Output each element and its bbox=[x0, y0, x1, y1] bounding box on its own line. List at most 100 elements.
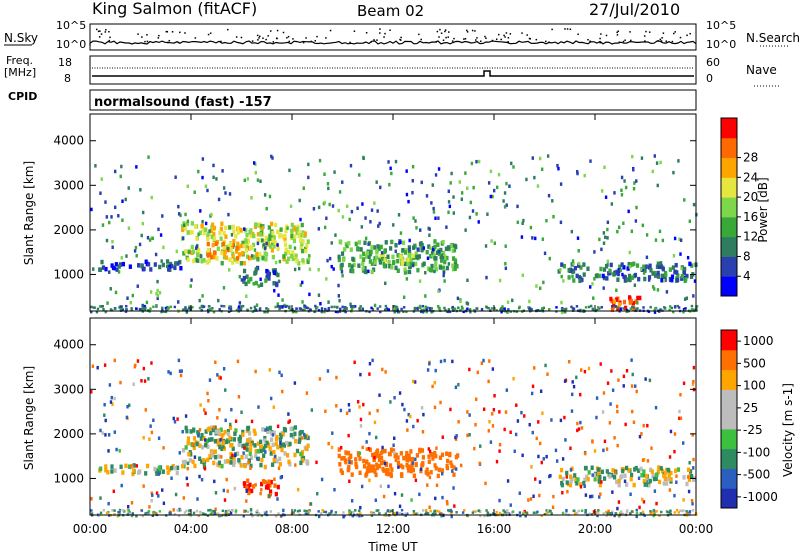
heatmap-cell bbox=[384, 370, 387, 374]
heatmap-cell bbox=[638, 505, 641, 510]
heatmap-cell bbox=[458, 180, 461, 184]
heatmap-cell bbox=[690, 263, 694, 268]
heatmap-cell bbox=[269, 492, 273, 497]
heatmap-cell bbox=[648, 483, 651, 488]
heatmap-cell bbox=[256, 514, 260, 517]
heatmap-cell bbox=[641, 510, 645, 514]
heatmap-cell bbox=[104, 200, 107, 204]
heatmap-cell bbox=[179, 213, 182, 218]
heatmap-cell bbox=[635, 514, 638, 519]
heatmap-cell bbox=[606, 259, 610, 264]
heatmap-cell bbox=[428, 233, 431, 237]
heatmap-cell bbox=[564, 512, 567, 516]
ytick-label: 1000 bbox=[53, 471, 84, 485]
heatmap-cell bbox=[115, 267, 119, 272]
heatmap-cell bbox=[234, 428, 238, 433]
heatmap-cell bbox=[622, 265, 626, 270]
heatmap-cell bbox=[216, 512, 220, 515]
heatmap-cell bbox=[570, 229, 574, 234]
heatmap-cell bbox=[229, 443, 233, 448]
heatmap-cell bbox=[446, 502, 449, 506]
heatmap-cell bbox=[201, 227, 205, 232]
heatmap-cell bbox=[605, 447, 609, 451]
heatmap-cell bbox=[207, 426, 211, 432]
heatmap-cell bbox=[380, 449, 385, 454]
heatmap-cell bbox=[219, 438, 222, 442]
heatmap-cell bbox=[633, 283, 637, 288]
heatmap-cell bbox=[306, 239, 310, 244]
heatmap-cell bbox=[263, 464, 267, 470]
heatmap-cell bbox=[125, 254, 128, 258]
heatmap-cell bbox=[503, 427, 506, 432]
heatmap-cell bbox=[288, 462, 292, 467]
heatmap-cell bbox=[418, 304, 422, 308]
heatmap-cell bbox=[443, 259, 447, 265]
heatmap-cell bbox=[293, 509, 297, 512]
heatmap-cell bbox=[148, 437, 151, 441]
heatmap-cell bbox=[295, 230, 299, 236]
heatmap-cell bbox=[411, 245, 416, 250]
noise-search-dot bbox=[444, 30, 446, 33]
heatmap-cell bbox=[147, 509, 151, 513]
heatmap-cell bbox=[236, 359, 240, 364]
heatmap-cell bbox=[402, 310, 405, 313]
heatmap-cell bbox=[565, 480, 569, 485]
heatmap-cell bbox=[359, 424, 363, 428]
heatmap-cell bbox=[252, 233, 256, 239]
heatmap-cell bbox=[443, 358, 446, 363]
heatmap-cell bbox=[425, 511, 428, 514]
heatmap-cell bbox=[262, 447, 266, 453]
heatmap-cell bbox=[265, 241, 268, 246]
heatmap-cell bbox=[393, 310, 396, 314]
heatmap-cell bbox=[256, 449, 260, 454]
heatmap-cell bbox=[418, 279, 422, 283]
heatmap-cell bbox=[240, 455, 244, 460]
heatmap-cell bbox=[691, 509, 695, 512]
heatmap-cell bbox=[632, 306, 636, 309]
heatmap-cell bbox=[283, 444, 287, 448]
heatmap-cell bbox=[409, 449, 413, 454]
heatmap-cell bbox=[293, 431, 297, 437]
heatmap-cell bbox=[642, 271, 646, 275]
heatmap-cell bbox=[183, 511, 187, 514]
heatmap-cell bbox=[375, 462, 379, 468]
heatmap-cell bbox=[596, 514, 599, 518]
heatmap-cell bbox=[237, 305, 241, 308]
heatmap-cell bbox=[691, 477, 696, 483]
heatmap-cell bbox=[393, 511, 397, 515]
heatmap-cell bbox=[394, 243, 397, 247]
heatmap-cell bbox=[322, 510, 326, 513]
heatmap-cell bbox=[619, 268, 622, 273]
heatmap-cell bbox=[450, 171, 453, 176]
heatmap-cell bbox=[567, 275, 571, 280]
heatmap-cell bbox=[268, 194, 272, 199]
heatmap-cell bbox=[552, 214, 555, 219]
noise-search-dot bbox=[96, 28, 98, 31]
heatmap-cell bbox=[375, 465, 379, 471]
heatmap-cell bbox=[429, 509, 432, 513]
ytick-label: 3000 bbox=[53, 382, 84, 396]
heatmap-cell bbox=[386, 254, 390, 260]
heatmap-cell bbox=[291, 310, 295, 314]
heatmap-cell bbox=[199, 403, 202, 407]
heatmap-cell bbox=[289, 253, 294, 259]
heatmap-cell bbox=[222, 230, 226, 236]
noise-search-dot bbox=[503, 34, 505, 37]
heatmap-cell bbox=[416, 306, 419, 311]
heatmap-cell bbox=[675, 480, 678, 484]
noise-search-dot bbox=[288, 40, 291, 43]
heatmap-cell bbox=[610, 202, 614, 206]
heatmap-cell bbox=[208, 252, 212, 257]
heatmap-cell bbox=[224, 255, 229, 260]
heatmap-cell bbox=[224, 388, 227, 392]
heatmap-cell bbox=[328, 202, 331, 207]
heatmap-cell bbox=[350, 510, 354, 514]
heatmap-cell bbox=[582, 480, 586, 486]
heatmap-cell bbox=[654, 476, 658, 482]
heatmap-cell bbox=[403, 261, 407, 267]
heatmap-cell bbox=[428, 505, 431, 510]
heatmap-cell bbox=[299, 217, 302, 222]
heatmap-cell bbox=[270, 462, 275, 467]
heatmap-cell bbox=[579, 308, 582, 312]
